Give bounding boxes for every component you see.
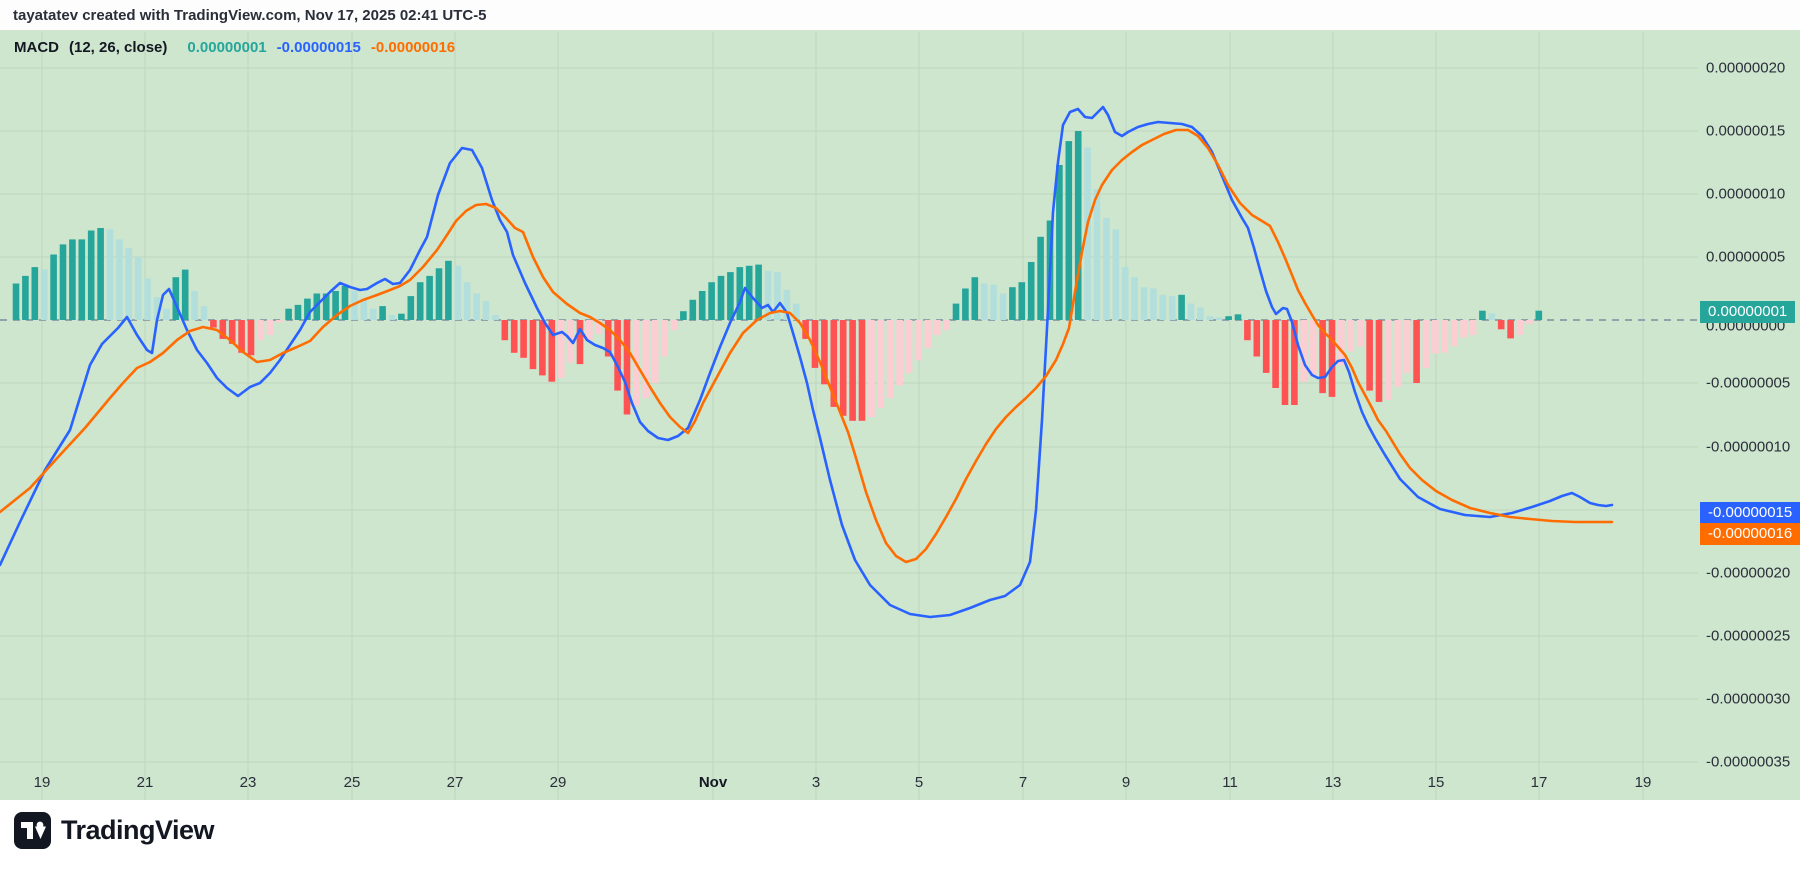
price-axis-badge: -0.00000015 (1700, 502, 1801, 524)
price-axis-label: 0.00000020 (1706, 59, 1786, 77)
time-axis-label: Nov (698, 774, 728, 791)
time-axis-label: 27 (446, 774, 464, 791)
time-axis-label: 11 (1222, 774, 1238, 791)
attribution-text: tayatatev created with TradingView.com, … (13, 6, 487, 24)
indicator-params: (12, 26, close) (69, 38, 168, 56)
tradingview-logo-text: TradingView (61, 815, 215, 845)
price-axis-label: -0.00000025 (1706, 627, 1791, 645)
time-axis-label: 5 (914, 774, 924, 791)
price-axis-label: 0.00000010 (1706, 185, 1786, 203)
time-axis-label: 9 (1121, 774, 1131, 791)
time-axis-label: 17 (1530, 774, 1548, 791)
legend-macd-value: -0.00000015 (276, 38, 361, 56)
price-axis-label: -0.00000030 (1706, 690, 1791, 708)
price-axis-badge: -0.00000016 (1700, 523, 1801, 545)
price-axis-label: -0.00000020 (1706, 564, 1791, 582)
footer-bar: TradingView (0, 800, 1814, 883)
time-axis-label: 19 (1634, 774, 1652, 791)
time-axis-label: 21 (136, 774, 154, 791)
right-margin (1800, 0, 1814, 883)
time-axis-label: 23 (239, 774, 257, 791)
tradingview-logo-icon (14, 812, 51, 849)
price-axis-label: -0.00000005 (1706, 374, 1791, 392)
time-axis-label: 19 (33, 774, 51, 791)
price-axis-label: -0.00000010 (1706, 438, 1791, 456)
indicator-name: MACD (14, 38, 59, 56)
price-axis-badge: 0.00000001 (1700, 301, 1796, 323)
header-bar: tayatatev created with TradingView.com, … (0, 0, 1814, 30)
indicator-legend[interactable]: MACD (12, 26, close) 0.00000001 -0.00000… (14, 38, 455, 56)
price-axis-label: 0.00000005 (1706, 248, 1786, 266)
legend-histogram-value: 0.00000001 (187, 38, 267, 56)
tradingview-logo[interactable]: TradingView (14, 812, 215, 849)
time-axis-label: 29 (549, 774, 567, 791)
time-axis-label: 3 (811, 774, 821, 791)
time-axis-label: 13 (1324, 774, 1342, 791)
price-axis-label: 0.00000015 (1706, 122, 1786, 140)
chart-plot-area[interactable] (0, 30, 1800, 800)
price-axis-label: -0.00000035 (1706, 753, 1791, 771)
time-axis-label: 15 (1427, 774, 1445, 791)
time-axis-label: 25 (343, 774, 361, 791)
legend-signal-value: -0.00000016 (370, 38, 456, 56)
time-axis-label: 7 (1018, 774, 1028, 791)
